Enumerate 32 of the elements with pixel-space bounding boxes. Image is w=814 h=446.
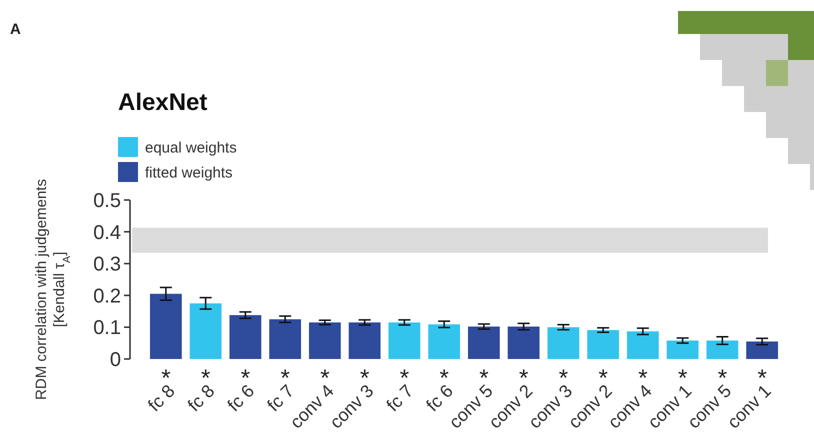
bar (508, 326, 540, 359)
y-tick-label: 0.5 (93, 190, 121, 212)
bar (348, 322, 381, 359)
bar (150, 294, 182, 359)
legend-label: equal weights (145, 139, 237, 156)
bar (308, 322, 341, 359)
y-tick-label: 0.4 (93, 222, 121, 244)
y-tick-label: 0 (110, 349, 121, 371)
bar (587, 330, 620, 359)
x-tick-label: fc 7 (263, 380, 298, 416)
y-tick-label: 0.3 (93, 254, 121, 276)
x-tick-label: fc 7 (382, 380, 418, 416)
bar (746, 342, 778, 359)
x-tick-label: fc 8 (144, 380, 179, 416)
x-tick-label: fc 6 (224, 380, 258, 416)
bar (229, 315, 262, 359)
bar (626, 331, 659, 359)
x-tick-label: fc 6 (422, 380, 457, 416)
text: A (10, 21, 21, 38)
chart-title: AlexNet (118, 89, 208, 116)
bar (547, 327, 580, 359)
bar (190, 303, 222, 359)
y-tick-label: 0.1 (93, 317, 121, 340)
bar (388, 322, 420, 359)
bar (706, 340, 738, 359)
bar (428, 324, 460, 359)
x-tick-label: fc 8 (184, 380, 218, 416)
bar (666, 340, 699, 359)
bar (269, 319, 302, 359)
y-tick-label: 0.2 (93, 285, 121, 308)
legend-label: fitted weights (145, 164, 233, 182)
bar (468, 326, 500, 359)
